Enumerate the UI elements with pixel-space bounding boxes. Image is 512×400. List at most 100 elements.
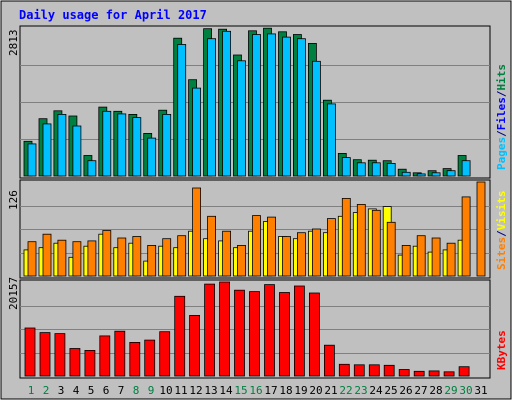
bar-files-day-13 xyxy=(207,38,217,177)
bar-kbytes-day-21 xyxy=(323,344,335,377)
day-label-1: 1 xyxy=(28,384,35,397)
bar-sites-day-1 xyxy=(27,241,37,277)
bar-files-day-8 xyxy=(132,117,142,177)
bar-sites-day-22 xyxy=(341,197,351,277)
bar-files-day-2 xyxy=(42,123,52,177)
bar-sites-day-23 xyxy=(356,203,366,277)
bar-sites-day-21 xyxy=(326,218,336,277)
bar-files-day-7 xyxy=(117,113,127,177)
day-label-6: 6 xyxy=(103,384,110,397)
bar-kbytes-day-28 xyxy=(428,370,440,377)
legend-entry: Hits xyxy=(495,64,508,91)
bar-files-day-29 xyxy=(446,170,456,177)
bar-files-day-18 xyxy=(282,36,291,177)
bar-files-day-9 xyxy=(147,137,157,177)
day-label-13: 13 xyxy=(204,384,217,397)
bar-kbytes-day-9 xyxy=(144,339,156,377)
bar-kbytes-day-5 xyxy=(84,349,96,377)
panel-max-label: 20157 xyxy=(7,277,20,310)
bar-kbytes-day-29 xyxy=(443,371,455,377)
bar-kbytes-day-12 xyxy=(189,314,201,377)
bar-files-day-14 xyxy=(222,30,232,177)
bar-sites-day-20 xyxy=(311,228,321,277)
bar-kbytes-day-4 xyxy=(69,348,81,377)
bar-sites-day-28 xyxy=(431,237,441,277)
day-label-8: 8 xyxy=(133,384,140,397)
bar-sites-day-9 xyxy=(147,244,157,277)
bar-files-day-5 xyxy=(87,160,97,177)
legend-entry: Pages xyxy=(495,137,508,170)
panel-legend: Pages/Files/Hits xyxy=(495,64,508,170)
bar-kbytes-day-3 xyxy=(54,333,66,377)
bar-kbytes-day-20 xyxy=(308,292,320,377)
day-label-17: 17 xyxy=(264,384,277,397)
bar-sites-day-12 xyxy=(192,187,202,277)
day-label-4: 4 xyxy=(73,384,80,397)
bar-kbytes-day-2 xyxy=(39,332,51,377)
legend-entry: / xyxy=(495,130,508,137)
bar-files-day-25 xyxy=(386,162,396,177)
legend-entry: / xyxy=(495,90,508,97)
bar-kbytes-day-23 xyxy=(353,364,365,377)
day-label-22: 22 xyxy=(339,384,352,397)
day-label-15: 15 xyxy=(234,384,247,397)
day-label-30: 30 xyxy=(459,384,472,397)
day-label-5: 5 xyxy=(88,384,95,397)
day-label-25: 25 xyxy=(384,384,397,397)
bar-sites-day-19 xyxy=(296,232,306,277)
day-label-21: 21 xyxy=(324,384,337,397)
bar-files-day-4 xyxy=(72,125,82,177)
bar-sites-day-6 xyxy=(102,230,112,277)
bar-sites-day-5 xyxy=(87,240,97,277)
chart-title: Daily usage for April 2017 xyxy=(19,8,207,22)
bar-sites-day-7 xyxy=(117,237,127,277)
day-labels: 1 2 3 4 5 6 7 8 9 10 11 12 13 14 15 16 17 18 19 20 21 22 23 24 2… xyxy=(28,384,488,397)
bar-sites-day-17 xyxy=(267,216,276,277)
bar-kbytes-day-10 xyxy=(159,331,171,377)
bar-sites-day-8 xyxy=(132,236,142,277)
bar-files-day-12 xyxy=(192,87,202,177)
bar-kbytes-day-7 xyxy=(114,330,126,377)
bar-files-day-16 xyxy=(252,34,261,177)
bar-kbytes-day-26 xyxy=(398,369,410,377)
bar-sites-day-25 xyxy=(386,221,396,277)
legend-entry: / xyxy=(495,230,508,237)
legend-entry: Files xyxy=(495,97,508,130)
bar-sites-day-30 xyxy=(461,196,471,277)
bar-files-day-27 xyxy=(416,173,426,177)
day-label-29: 29 xyxy=(444,384,457,397)
bar-sites-day-4 xyxy=(72,241,82,277)
bar-sites-day-16 xyxy=(252,215,261,277)
day-label-12: 12 xyxy=(189,384,202,397)
bar-files-day-28 xyxy=(431,172,441,177)
legend-entry: KBytes xyxy=(495,330,508,370)
day-label-11: 11 xyxy=(174,384,187,397)
bar-files-day-1 xyxy=(27,143,37,177)
bar-sites-day-3 xyxy=(57,239,67,277)
day-label-27: 27 xyxy=(414,384,427,397)
bar-sites-day-26 xyxy=(401,244,411,277)
day-label-10: 10 xyxy=(159,384,172,397)
bar-kbytes-day-25 xyxy=(383,364,395,377)
bar-sites-day-11 xyxy=(177,235,187,277)
chart-panels: 2813Pages/Files/Hits126Sites/Visits20157… xyxy=(7,25,508,379)
bar-kbytes-day-19 xyxy=(293,285,305,377)
legend-entry: Visits xyxy=(495,191,508,231)
bar-files-day-22 xyxy=(341,157,351,177)
bar-files-day-6 xyxy=(102,110,112,177)
day-label-3: 3 xyxy=(58,384,65,397)
bar-files-day-17 xyxy=(267,33,276,177)
panel-max-label: 126 xyxy=(7,190,20,210)
day-label-26: 26 xyxy=(399,384,412,397)
bar-kbytes-day-30 xyxy=(458,366,470,377)
bar-kbytes-day-22 xyxy=(338,363,350,377)
bar-kbytes-day-11 xyxy=(174,295,186,377)
day-label-28: 28 xyxy=(429,384,442,397)
bar-kbytes-day-6 xyxy=(99,335,111,377)
bar-files-day-21 xyxy=(326,103,336,177)
bar-kbytes-day-18 xyxy=(279,292,290,377)
bar-kbytes-day-8 xyxy=(129,341,141,377)
panel-max-label: 2813 xyxy=(7,30,20,57)
day-label-31: 31 xyxy=(474,384,487,397)
